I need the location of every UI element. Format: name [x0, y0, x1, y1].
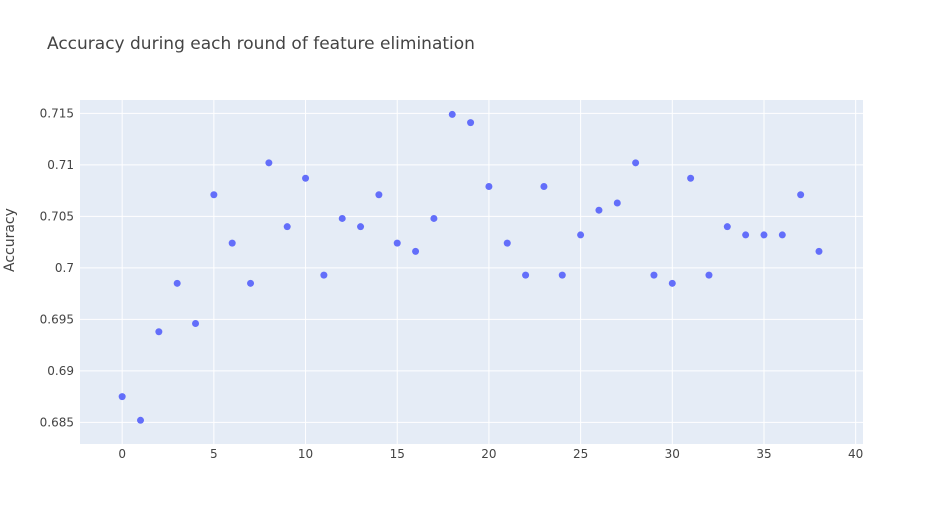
data-point[interactable]: [650, 271, 658, 279]
data-point[interactable]: [485, 183, 493, 191]
x-tick-label: 5: [210, 447, 218, 461]
plot-area: [80, 100, 863, 444]
data-point[interactable]: [503, 239, 511, 247]
y-tick-label: 0.7: [55, 261, 74, 275]
data-point[interactable]: [723, 223, 731, 231]
data-point[interactable]: [558, 271, 566, 279]
x-tick-label: 20: [481, 447, 496, 461]
y-tick-label: 0.69: [47, 364, 74, 378]
x-tick-label: 15: [390, 447, 405, 461]
data-point[interactable]: [797, 191, 805, 199]
data-point[interactable]: [632, 159, 640, 167]
data-point[interactable]: [687, 174, 695, 182]
data-point[interactable]: [430, 214, 438, 222]
data-point[interactable]: [357, 223, 365, 231]
data-point[interactable]: [137, 416, 145, 424]
x-tick-label: 35: [756, 447, 771, 461]
data-point[interactable]: [815, 247, 823, 255]
y-tick-label: 0.705: [40, 209, 74, 223]
data-point[interactable]: [467, 119, 475, 127]
data-point[interactable]: [338, 214, 346, 222]
data-point[interactable]: [210, 191, 218, 199]
data-point[interactable]: [577, 231, 585, 239]
data-point[interactable]: [155, 328, 163, 336]
data-point[interactable]: [173, 279, 181, 287]
data-point[interactable]: [247, 279, 255, 287]
x-axis-ticks: 0 5 10 15 20 25 30 35 40: [118, 447, 863, 461]
data-point[interactable]: [760, 231, 768, 239]
data-point[interactable]: [228, 239, 236, 247]
data-point[interactable]: [522, 271, 530, 279]
data-point[interactable]: [540, 183, 548, 191]
data-point[interactable]: [393, 239, 401, 247]
data-point[interactable]: [192, 319, 200, 327]
data-point[interactable]: [595, 206, 603, 214]
data-point[interactable]: [668, 279, 676, 287]
chart-title: Accuracy during each round of feature el…: [47, 34, 475, 54]
y-tick-label: 0.695: [40, 312, 74, 326]
y-axis-ticks: 0.685 0.69 0.695 0.7 0.705 0.71 0.715: [40, 106, 74, 429]
data-point[interactable]: [778, 231, 786, 239]
x-tick-label: 0: [118, 447, 126, 461]
data-point[interactable]: [412, 247, 420, 255]
data-point[interactable]: [448, 110, 456, 118]
data-point[interactable]: [118, 393, 126, 401]
grid-lines: [80, 100, 863, 444]
data-point[interactable]: [302, 174, 310, 182]
x-tick-label: 10: [298, 447, 313, 461]
data-point[interactable]: [375, 191, 383, 199]
data-point[interactable]: [742, 231, 750, 239]
data-point[interactable]: [265, 159, 273, 167]
x-tick-label: 40: [848, 447, 863, 461]
data-point[interactable]: [320, 271, 328, 279]
y-tick-label: 0.71: [47, 158, 74, 172]
y-tick-label: 0.715: [40, 106, 74, 120]
x-tick-label: 25: [573, 447, 588, 461]
data-points: [118, 110, 823, 424]
data-point[interactable]: [283, 223, 291, 231]
data-point[interactable]: [705, 271, 713, 279]
data-point[interactable]: [613, 199, 621, 207]
y-tick-label: 0.685: [40, 415, 74, 429]
x-tick-label: 30: [665, 447, 680, 461]
